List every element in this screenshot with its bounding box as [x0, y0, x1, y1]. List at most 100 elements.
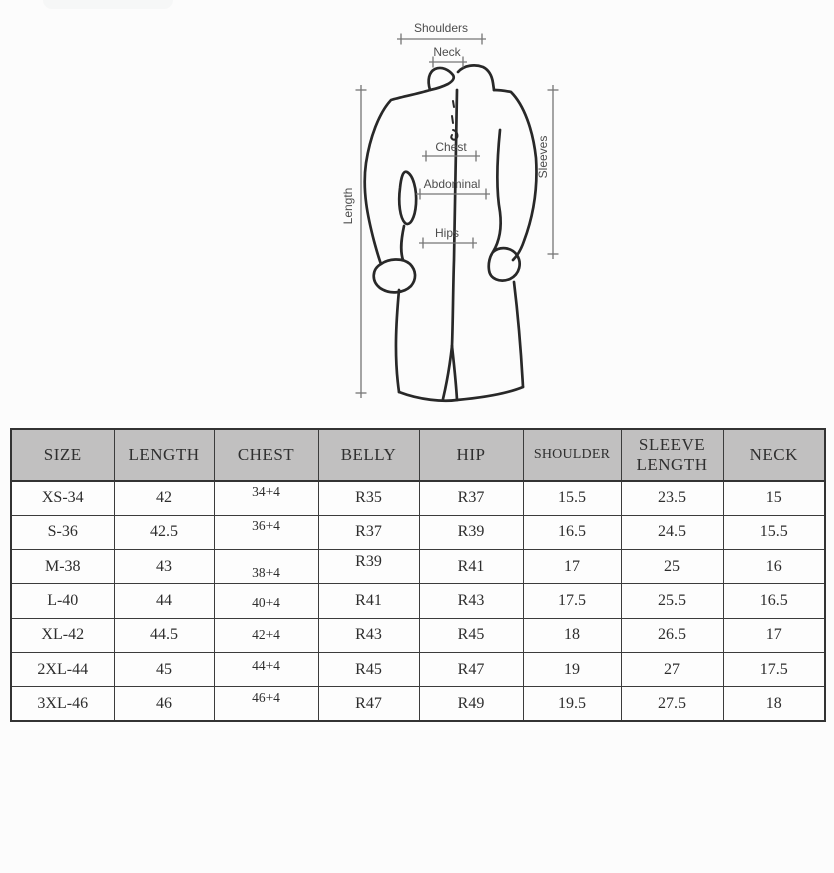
cell-text: 15.5: [558, 489, 586, 507]
size-table: SIZE LENGTH CHEST BELLY HIP SHOULDER SLEEVE LE…: [10, 428, 826, 723]
table-cell: 23.5: [620, 480, 724, 516]
chest-dimension: [422, 150, 480, 162]
table-cell: 45: [113, 651, 215, 688]
table-cell: R35: [317, 480, 420, 516]
shoulders-label: Shoulders: [414, 21, 468, 35]
table-cell: 36+4: [213, 514, 319, 551]
column-header: NECK: [722, 428, 826, 482]
table-cell: 18: [522, 617, 622, 653]
cell-text: 46: [156, 694, 172, 712]
front-placket-line: [450, 88, 459, 348]
cell-text: 17.5: [558, 592, 586, 610]
cell-text: M-38: [44, 557, 81, 575]
table-cell: 34+4: [213, 480, 319, 516]
table-cell: XS-34: [10, 480, 115, 516]
table-cell: 44: [113, 583, 215, 619]
table-cell: R47: [317, 686, 420, 722]
table-cell: R41: [418, 549, 524, 585]
table-cell: 19: [522, 651, 622, 688]
cell-text: R49: [457, 694, 485, 712]
cell-text: 25.5: [658, 592, 686, 610]
table-cell: 38+4: [213, 549, 319, 585]
table-cell: 44+4: [213, 651, 319, 688]
table-cell: 42.5: [113, 514, 215, 551]
sleeves-dimension: [547, 85, 559, 259]
abdominal-label: Abdominal: [424, 177, 481, 191]
left-cuff: [372, 258, 417, 294]
cell-text: 44+4: [252, 657, 280, 673]
cell-text: 16: [765, 557, 782, 575]
cell-text: 40+4: [252, 595, 280, 611]
cell-text: XS-34: [41, 489, 84, 507]
garment-outline-icon: [363, 64, 538, 403]
table-cell: 16.5: [522, 514, 622, 551]
left-sleeve-outer: [363, 88, 432, 266]
cell-text: 18: [564, 626, 580, 644]
table-cell: 18: [722, 686, 826, 722]
length-dimension: [355, 85, 367, 398]
table-row: 2XL-44 45 44+4 R45 R47 19 27 17.5: [10, 651, 826, 688]
left-sleeve-inner: [399, 224, 406, 262]
table-cell: 19.5: [522, 686, 622, 722]
cell-text: 15.5: [759, 523, 788, 541]
cell-text: 42: [156, 489, 172, 507]
cell-text: R47: [457, 660, 485, 678]
table-cell: R39: [317, 549, 420, 585]
table-cell: R41: [317, 583, 420, 619]
table-cell: R43: [418, 583, 524, 619]
length-label: Length: [341, 188, 355, 225]
cell-text: 44: [156, 592, 172, 610]
size-table-header: SIZE LENGTH CHEST BELLY HIP SHOULDER SLEEVE LE…: [10, 428, 826, 482]
table-cell: R37: [418, 480, 524, 516]
table-cell: R45: [317, 651, 420, 688]
hips-label: Hips: [435, 226, 459, 240]
table-row: 3XL-46 46 46+4 R47 R49 19.5 27.5 18: [10, 686, 826, 722]
cell-text: 43: [156, 557, 172, 575]
table-cell: 46: [113, 686, 215, 722]
cell-text: R41: [355, 592, 382, 610]
table-cell: S-36: [10, 514, 115, 551]
table-row: XS-34 42 34+4 R35 R37 15.5 23.5 15: [10, 480, 826, 516]
neck-label: Neck: [433, 45, 461, 59]
table-cell: 27.5: [620, 686, 724, 722]
table-cell: XL-42: [10, 617, 115, 653]
cell-text: R45: [355, 660, 382, 678]
right-cuff: [487, 246, 521, 282]
cell-text: R37: [457, 489, 485, 507]
table-cell: 43: [113, 549, 215, 585]
hem: [397, 385, 525, 403]
cell-text: 19: [564, 660, 580, 678]
chest-label: Chest: [435, 140, 467, 154]
cell-text: 18: [765, 694, 782, 712]
cell-text: 46+4: [252, 689, 280, 705]
table-cell: 15.5: [722, 514, 826, 551]
cell-text: R39: [355, 552, 382, 570]
table-cell: 2XL-44: [10, 651, 115, 688]
cell-text: 45: [156, 660, 172, 678]
cell-text: 44.5: [150, 626, 178, 644]
table-cell: R49: [418, 686, 524, 722]
column-header: SLEEVE LENGTH: [620, 428, 724, 482]
table-row: S-36 42.5 36+4 R37 R39 16.5 24.5 15.5: [10, 514, 826, 551]
cell-text: L-40: [47, 592, 79, 610]
button-marks: [450, 100, 459, 141]
cell-text: 42+4: [252, 627, 280, 643]
table-row: M-38 43 38+4 R39 R41 17 25 16: [10, 549, 826, 585]
table-cell: 42+4: [213, 617, 319, 653]
cell-text: 15: [765, 489, 782, 507]
cell-text: 36+4: [252, 518, 280, 534]
cell-text: 23.5: [658, 489, 686, 507]
cell-text: 42.5: [150, 523, 178, 541]
cell-text: 3XL-46: [37, 694, 89, 712]
table-cell: 17: [522, 549, 622, 585]
cell-text: 17.5: [759, 660, 788, 678]
size-table-section: SIZE LENGTH CHEST BELLY HIP SHOULDER SLEEVE LE…: [10, 428, 826, 723]
front-slit-left: [441, 344, 454, 401]
column-header: HIP: [418, 428, 524, 482]
front-slit-right: [450, 344, 459, 402]
cell-text: 2XL-44: [37, 660, 89, 678]
cell-text: 17: [564, 557, 580, 575]
table-cell: R39: [418, 514, 524, 551]
abdominal-dimension: [416, 188, 490, 200]
